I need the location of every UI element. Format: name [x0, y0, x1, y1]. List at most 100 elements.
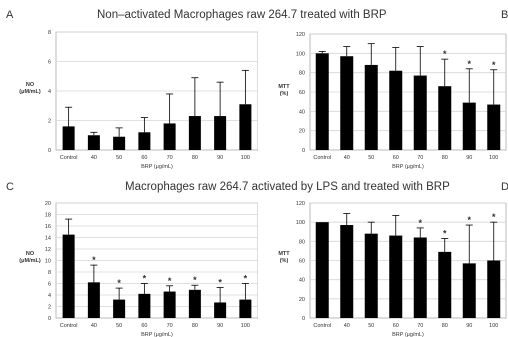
y-tick-label-c: 18 [45, 213, 51, 219]
bar-d [340, 225, 354, 318]
y-tick-label-d: 0 [302, 316, 305, 322]
bar-a [188, 116, 201, 150]
x-tick-label-a: 60 [141, 155, 147, 161]
x-tick-label-b: Control [313, 155, 331, 161]
y-tick-label-b: 40 [299, 109, 305, 115]
bar-b [462, 102, 476, 150]
y-axis-label-d: (%) [280, 258, 289, 264]
y-tick-label-a: 4 [48, 89, 51, 95]
y-tick-label-a: 6 [48, 60, 51, 66]
x-tick-label-d: 90 [466, 323, 472, 329]
y-tick-label-b: 60 [299, 90, 305, 96]
significance-marker-b: * [467, 59, 471, 69]
bar-b [364, 64, 378, 150]
bar-d [462, 263, 476, 318]
x-tick-label-b: 80 [442, 155, 448, 161]
x-axis-label-b: BRP (μg/mL) [392, 164, 424, 170]
y-tick-label-a: 8 [48, 30, 51, 36]
y-tick-label-c: 12 [45, 247, 51, 253]
y-tick-label-c: 2 [48, 305, 51, 311]
bar-a [113, 136, 126, 150]
x-tick-label-c: 70 [167, 323, 173, 329]
bar-c [87, 282, 100, 318]
x-tick-label-b: 40 [344, 155, 350, 161]
y-axis-label-d: MTT [278, 251, 290, 257]
x-tick-label-c: 50 [116, 323, 122, 329]
bar-a [138, 132, 151, 150]
x-tick-label-c: Control [60, 323, 78, 329]
panel-label-b: B [501, 9, 508, 21]
chart-panel-c: 0 2 4 6 8 10 12 14 16 18 20 NO(μM/mL) Control * 40 * 50 *… [19, 201, 258, 337]
significance-marker-d: * [492, 212, 496, 222]
y-tick-label-d: 80 [299, 239, 305, 245]
x-tick-label-d: 80 [442, 323, 448, 329]
y-tick-label-d: 60 [299, 259, 305, 265]
bar-c [239, 299, 252, 318]
significance-marker-d: * [467, 215, 471, 225]
bar-d [487, 260, 501, 318]
bar-b [487, 104, 501, 150]
y-tick-label-d: 20 [299, 297, 305, 303]
significance-marker-d: * [443, 228, 447, 238]
y-tick-label-c: 6 [48, 282, 51, 288]
bar-d [389, 235, 403, 318]
y-tick-label-b: 80 [299, 71, 305, 77]
y-tick-label-b: 0 [302, 148, 305, 154]
x-tick-label-d: Control [313, 323, 331, 329]
x-tick-label-a: 40 [91, 155, 97, 161]
y-axis-label-b: (%) [280, 91, 289, 97]
bar-d [315, 222, 329, 318]
x-tick-label-d: 50 [368, 323, 374, 329]
x-tick-label-a: Control [60, 155, 78, 161]
x-tick-label-d: 60 [393, 323, 399, 329]
significance-marker-c: * [218, 278, 222, 288]
x-axis-label-a: BRP (μg/mL) [141, 164, 173, 170]
y-tick-label-c: 10 [45, 259, 51, 265]
x-tick-label-d: 40 [344, 323, 350, 329]
x-tick-label-c: 40 [91, 323, 97, 329]
bar-b [413, 75, 427, 150]
x-tick-label-d: 100 [489, 323, 498, 329]
y-tick-label-a: 0 [48, 148, 51, 154]
bar-c [188, 289, 201, 318]
row-1-title: Non–activated Macrophages raw 264.7 trea… [97, 9, 387, 21]
bar-c [138, 293, 151, 318]
y-tick-label-c: 14 [45, 236, 51, 242]
x-tick-label-b: 50 [368, 155, 374, 161]
y-tick-label-c: 20 [45, 201, 51, 207]
x-tick-label-d: 70 [417, 323, 423, 329]
x-tick-label-a: 100 [241, 155, 250, 161]
bar-a [239, 104, 252, 150]
y-tick-label-c: 8 [48, 270, 51, 276]
bar-a [87, 135, 100, 150]
y-tick-label-c: 4 [48, 293, 51, 299]
y-tick-label-c: 16 [45, 224, 51, 230]
x-tick-label-c: 80 [192, 323, 198, 329]
chart-panel-a: 0 2 4 6 8 NO(μM/mL) Control 40 50 60 70 80 90 100 BRP … [19, 30, 258, 170]
significance-marker-c: * [92, 255, 96, 265]
x-tick-label-a: 80 [192, 155, 198, 161]
y-tick-label-d: 100 [296, 220, 305, 226]
bar-a [214, 116, 227, 150]
significance-marker-c: * [168, 276, 172, 286]
x-tick-label-a: 50 [116, 155, 122, 161]
y-axis-label-c: NO [26, 251, 35, 257]
y-tick-label-d: 40 [299, 278, 305, 284]
y-tick-label-a: 2 [48, 119, 51, 125]
x-tick-label-c: 100 [241, 323, 250, 329]
bar-d [364, 233, 378, 318]
x-tick-label-b: 100 [489, 155, 498, 161]
y-tick-label-d: 120 [296, 201, 305, 207]
significance-marker-c: * [117, 278, 121, 288]
y-tick-label-b: 120 [296, 32, 305, 38]
y-tick-label-b: 100 [296, 51, 305, 57]
bar-a [163, 123, 176, 150]
x-tick-label-c: 90 [217, 323, 223, 329]
x-tick-label-c: 60 [141, 323, 147, 329]
y-axis-label-b: MTT [278, 84, 290, 90]
x-tick-label-a: 70 [167, 155, 173, 161]
y-axis-label-a: (μM/mL) [19, 89, 41, 95]
chart-panel-d: 0 20 40 60 80 100 120 MTT(%) Control 40 50 60 * 70 * 80… [278, 201, 507, 337]
bar-a [62, 126, 75, 150]
